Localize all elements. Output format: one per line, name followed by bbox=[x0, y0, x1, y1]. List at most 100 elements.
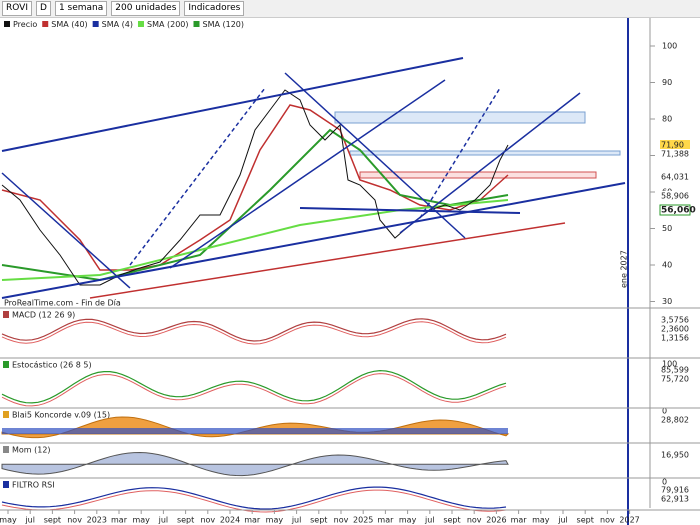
price-tag-label: 71,388 bbox=[661, 150, 689, 159]
x-tick-label: jul bbox=[557, 516, 568, 525]
price-tag bbox=[660, 172, 690, 182]
panel-title: Mom (12) bbox=[12, 446, 51, 455]
y-tick-label: 40 bbox=[662, 261, 672, 270]
period-key[interactable]: D bbox=[36, 1, 51, 16]
panel-icon bbox=[3, 411, 9, 418]
date-marker-label: ene 2027 bbox=[620, 250, 629, 288]
x-tick-label: sept bbox=[577, 516, 594, 525]
sma-40 bbox=[1, 104, 509, 271]
x-tick-label: jul bbox=[424, 516, 435, 525]
chart-area: ene 2027 ProRealTime.com - Fin de Día Pr… bbox=[0, 18, 700, 525]
legend-swatch bbox=[4, 21, 10, 27]
panel-value-label: 3,5756 bbox=[661, 316, 689, 325]
trendline bbox=[1, 182, 626, 299]
x-tick-label: 2027 bbox=[619, 516, 639, 525]
panel-axis-label: 100 bbox=[662, 360, 677, 369]
x-tick-label: may bbox=[266, 516, 284, 525]
source-label: ProRealTime.com - Fin de Día bbox=[4, 299, 121, 308]
price-tag-label: 58,906 bbox=[661, 192, 689, 201]
x-tick-label: may bbox=[532, 516, 550, 525]
zone-box bbox=[334, 111, 586, 124]
y-tick-label: 80 bbox=[662, 115, 672, 124]
panel-icon bbox=[3, 446, 9, 453]
y-tick-label: 90 bbox=[662, 78, 672, 87]
legend-label: SMA (40) bbox=[51, 20, 87, 29]
x-tick-label: mar bbox=[111, 516, 128, 525]
price-tag bbox=[660, 191, 690, 201]
x-tick-label: nov bbox=[200, 516, 215, 525]
price-tag-label: 71,90 bbox=[661, 141, 684, 150]
price-tag bbox=[659, 204, 691, 216]
period-select[interactable]: 1 semana bbox=[54, 1, 108, 16]
panel-axis-label: 0 bbox=[662, 478, 667, 487]
panel-value-label: 2,3600 bbox=[661, 325, 689, 334]
y-tick-label: 30 bbox=[662, 297, 672, 306]
koncorde-bar bbox=[2, 428, 508, 434]
x-tick-label: 2025 bbox=[353, 516, 373, 525]
panel-axis-label: 0 bbox=[662, 407, 667, 416]
background bbox=[0, 18, 700, 525]
zone-box bbox=[349, 150, 621, 156]
panel-value-label: 1,3156 bbox=[661, 334, 689, 343]
x-tick-label: nov bbox=[467, 516, 482, 525]
legend-label: SMA (120) bbox=[203, 20, 245, 29]
projection-arrow bbox=[129, 87, 266, 266]
sma-200 bbox=[1, 199, 509, 281]
legend-label: SMA (4) bbox=[102, 20, 133, 29]
trendline bbox=[1, 172, 131, 289]
price-line bbox=[1, 89, 509, 286]
trendline bbox=[399, 92, 581, 234]
x-tick-label: sept bbox=[44, 516, 61, 525]
legend-swatch bbox=[92, 21, 99, 27]
panel-icon bbox=[3, 481, 9, 488]
trendline bbox=[299, 207, 521, 214]
panel-value-label: 85,599 bbox=[661, 366, 689, 375]
x-tick-label: 2026 bbox=[486, 516, 506, 525]
panel-title: MACD (12 26 9) bbox=[12, 311, 75, 320]
indicator-line bbox=[1, 369, 507, 404]
panel-icon bbox=[3, 311, 9, 318]
price-tag bbox=[660, 149, 690, 159]
x-tick-label: jul bbox=[291, 516, 302, 525]
x-tick-label: nov bbox=[334, 516, 349, 525]
x-tick-label: jul bbox=[158, 516, 169, 525]
legend-swatch bbox=[193, 21, 200, 27]
panel-title: Blai5 Koncorde v.09 (15) bbox=[12, 411, 110, 420]
x-tick-label: 2024 bbox=[220, 516, 240, 525]
trendline bbox=[1, 57, 464, 152]
indicator-line bbox=[1, 373, 507, 407]
x-tick-label: sept bbox=[310, 516, 327, 525]
x-tick-label: mar bbox=[244, 516, 261, 525]
y-tick-label: 100 bbox=[662, 42, 677, 51]
panel-value-label: 75,720 bbox=[661, 375, 689, 384]
panel-value-label: 16,950 bbox=[661, 451, 689, 460]
price-tag-label: 56,060 bbox=[661, 206, 696, 216]
projection-arrow bbox=[419, 87, 501, 219]
y-tick-label: 50 bbox=[662, 224, 672, 233]
legend-label: SMA (200) bbox=[147, 20, 189, 29]
indicator-line bbox=[1, 489, 507, 513]
units-select[interactable]: 200 unidades bbox=[111, 1, 181, 16]
symbol-box[interactable]: ROVI bbox=[2, 1, 32, 16]
price-tag-label: 64,031 bbox=[661, 173, 689, 182]
indicator-line bbox=[1, 318, 507, 342]
x-tick-label: jul bbox=[24, 516, 35, 525]
toolbar: ROVI D 1 semana 200 unidades Indicadores bbox=[0, 0, 700, 18]
indicators-button[interactable]: Indicadores bbox=[184, 1, 245, 16]
legend-swatch bbox=[137, 21, 144, 27]
x-tick-label: sept bbox=[443, 516, 460, 525]
x-tick-label: sept bbox=[177, 516, 194, 525]
mom-area bbox=[1, 451, 509, 477]
panel-title: FILTRO RSI bbox=[12, 481, 55, 490]
x-tick-label: may bbox=[132, 516, 150, 525]
indicator-line bbox=[1, 486, 507, 510]
x-tick-label: mar bbox=[511, 516, 528, 525]
x-tick-label: mar bbox=[377, 516, 394, 525]
panel-title: Estocástico (26 8 5) bbox=[12, 361, 92, 370]
trendline bbox=[89, 222, 566, 299]
axis-bg bbox=[650, 18, 700, 525]
x-tick-label: may bbox=[399, 516, 417, 525]
sma-120 bbox=[1, 128, 509, 282]
x-tick-label: 2023 bbox=[87, 516, 107, 525]
